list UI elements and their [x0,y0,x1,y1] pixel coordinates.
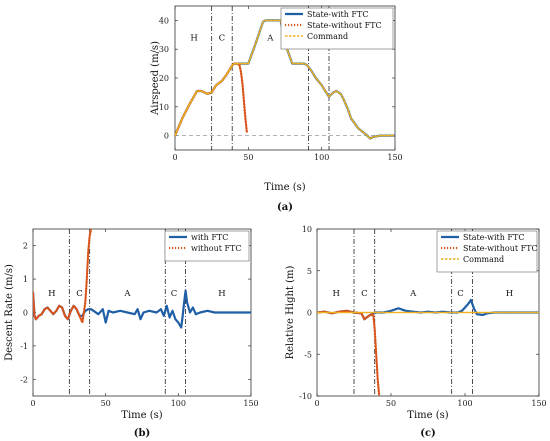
phase-label: A [266,34,274,44]
phase-label: C [361,289,368,299]
phase-label: C [76,289,83,299]
x-tick-label: 50 [101,399,111,408]
legend-entry: State-without FTC [463,244,538,253]
legend-entry: State-with FTC [307,10,368,19]
y-tick-label: 0 [23,309,28,318]
legend-entry: Command [307,32,348,41]
legend-entry: with FTC [191,233,228,242]
y-tick-label: 2 [23,242,28,251]
x-tick-label: 150 [243,399,258,408]
x-tick-label: 50 [243,153,253,162]
y-tick-label: -2 [20,375,28,384]
y-tick-label: 1 [23,275,28,284]
y-tick-label: 10 [302,225,312,234]
y-tick-label: 0 [307,309,312,318]
series-line-2 [175,62,248,137]
y-tick-label: -5 [304,350,312,359]
y-tick-label: 20 [159,74,169,83]
y-tick-label: 30 [159,45,169,54]
legend: State-with FTC State-without FTC Command [436,230,538,273]
x-tick-label: 150 [531,399,546,408]
x-tick-label: 50 [386,399,396,408]
legend-entry: State-with FTC [463,233,524,242]
y-axis-label: Airspeed (m/s) [150,41,161,116]
panel-label: (a) [277,202,293,213]
chart-panel-1: 050100150010203040HCACHState-with FTCSta… [150,5,403,213]
phase-label: C [171,289,178,299]
x-tick-label: 150 [387,153,402,162]
phase-label: A [123,289,131,299]
phase-label: C [457,289,464,299]
y-axis-label: Relative Hight (m) [285,266,296,360]
y-tick-label: 40 [159,16,169,25]
y-axis-label: Descent Rate (m/s) [4,264,15,361]
legend: with FTC without FTC [164,230,250,262]
phase-label: A [409,289,417,299]
phase-label: C [219,34,226,44]
legend-entry: Command [463,255,504,264]
y-tick-label: -10 [299,392,312,401]
x-axis-label: Time (s) [121,410,162,421]
y-tick-label: 10 [159,103,169,112]
x-axis-label: Time (s) [264,182,305,193]
series-line-1 [317,298,539,321]
phase-label: H [333,289,340,299]
phase-label: H [506,289,513,299]
phase-label: H [190,34,197,44]
x-tick-label: 0 [172,153,177,162]
panel-label: (b) [134,428,150,439]
y-tick-label: -1 [20,342,28,351]
legend-entry: without FTC [191,244,242,253]
panel-label: (c) [420,428,436,439]
x-axis-label: Time (s) [407,410,448,421]
series-line-2 [317,309,381,396]
phase-label: H [48,289,55,299]
x-tick-label: 0 [30,399,35,408]
y-tick-label: 5 [307,267,312,276]
x-tick-label: 0 [314,399,319,408]
x-tick-label: 100 [457,399,472,408]
y-tick-label: 0 [164,132,169,141]
x-tick-label: 100 [171,399,186,408]
series-line-2 [33,229,93,324]
x-tick-label: 100 [314,153,329,162]
phase-label: H [218,289,225,299]
legend-entry: State-without FTC [307,21,382,30]
legend: State-with FTC State-without FTC Command [280,7,394,50]
